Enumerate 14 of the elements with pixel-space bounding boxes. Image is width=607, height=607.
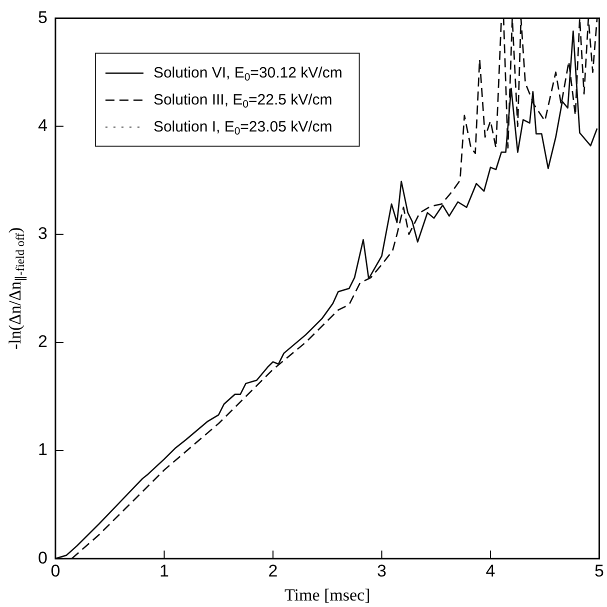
y-tick-label: 5 — [38, 8, 48, 27]
x-axis-title: Time [msec] — [284, 585, 370, 604]
y-tick-label: 0 — [38, 548, 48, 568]
x-tick-label: 1 — [159, 561, 169, 580]
x-tick-label: 2 — [268, 561, 278, 580]
y-axis-title: -ln(Δn/Δn∥-field off) — [5, 227, 28, 350]
x-tick-label: 5 — [594, 561, 604, 580]
y-tick-label: 4 — [38, 116, 48, 135]
x-tick-label: 4 — [486, 561, 496, 580]
y-tick-label: 2 — [38, 332, 48, 352]
y-tick-label: 1 — [38, 440, 48, 460]
x-tick-label: 0 — [50, 561, 60, 580]
y-tick-label: 3 — [38, 224, 48, 244]
x-tick-label: 3 — [377, 561, 386, 580]
